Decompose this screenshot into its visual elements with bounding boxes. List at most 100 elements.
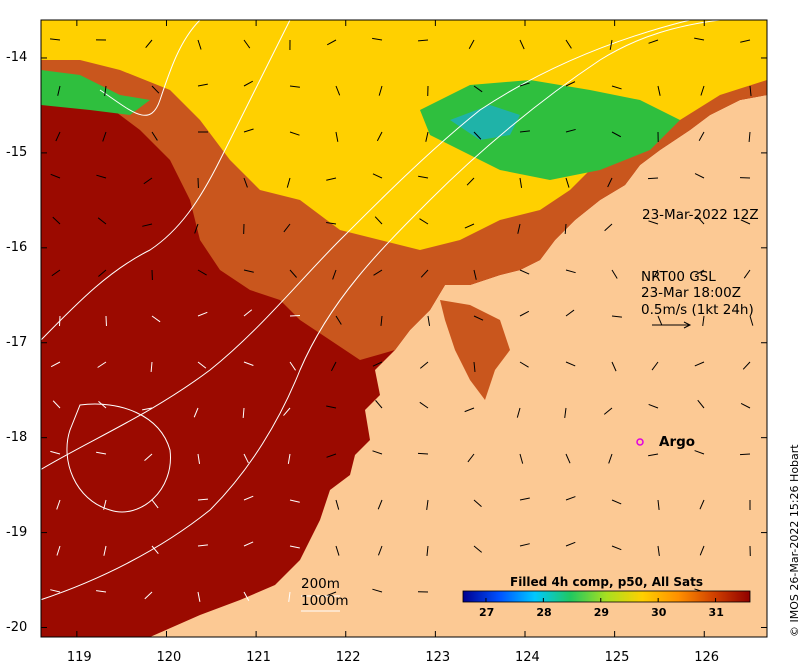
current-arrow [377,499,383,510]
argo-marker[interactable] [636,438,644,446]
current-arrow [466,177,475,186]
current-arrow [243,495,254,501]
current-arrow [419,218,429,225]
current-arrow [197,498,209,501]
current-arrow [699,545,705,556]
current-arrow [419,401,429,409]
current-arrow [197,311,208,317]
argo-label[interactable]: Argo [659,434,696,450]
current-arrow [197,39,202,50]
x-tick-label: 125 [604,650,630,665]
current-arrow [611,361,617,372]
current-arrow [372,37,383,41]
colorbar-tick-label: 27 [478,606,495,619]
current-arrow [697,399,705,409]
imos-credit: © IMOS 26-Mar-2022 15:26 Hobart [788,444,801,637]
current-arrow [103,545,107,556]
current-arrow [376,131,383,142]
current-arrow [609,39,613,50]
current-arrow [565,39,572,49]
current-arrow [335,315,342,325]
current-arrow [740,39,751,43]
x-tick-label: 124 [515,650,540,665]
y-tick-label: -18 [6,429,28,445]
current-arrow [694,450,705,455]
current-arrow [419,361,429,369]
current-arrow [698,131,705,141]
current-arrow [374,216,383,225]
colorbar-tick-label: 31 [708,606,724,619]
y-tick-label: -16 [6,239,28,255]
y-tick-label: -19 [6,524,28,540]
current-arrow [611,269,618,279]
current-arrow [197,83,208,87]
current-arrow [377,545,383,556]
current-arrow [96,451,107,455]
currents-title: NRT00 GSL [641,269,716,285]
current-arrow [611,315,622,318]
current-arrow [52,400,61,409]
current-arrow [657,499,660,510]
current-arrow [102,131,107,142]
current-arrow [565,81,576,87]
current-arrow [611,85,622,90]
current-arrow [749,315,754,326]
current-arrow [604,223,613,232]
current-arrow [50,173,61,179]
current-arrow [326,591,337,597]
current-arrow [326,177,337,181]
current-arrow [519,177,523,188]
current-arrow [243,80,254,87]
current-arrow [286,177,291,188]
current-arrow [243,591,250,602]
current-arrow [372,361,383,367]
current-arrow [57,85,61,96]
current-arrow [373,269,383,276]
current-arrow [648,403,659,409]
current-arrow [749,85,752,96]
current-arrow [519,39,525,50]
current-arrow [748,131,751,143]
current-vectors [50,37,754,602]
current-arrow [565,269,576,274]
current-arrow [56,545,61,556]
x-tick-label: 123 [425,650,451,665]
current-arrow [103,499,107,510]
current-arrow [243,269,254,273]
current-arrow [50,450,61,455]
current-arrow [197,361,207,369]
current-arrow [473,131,482,140]
current-arrow [652,269,659,279]
depth-1000-label: 1000m [301,593,349,609]
current-arrow [519,361,529,368]
current-arrow [702,315,705,326]
current-arrow [417,39,429,42]
current-arrow [242,407,245,419]
current-arrow [289,361,296,371]
current-arrow [699,499,705,510]
colorbar-tick-label: 30 [651,606,667,619]
current-arrow [288,591,291,602]
current-arrow [565,128,576,133]
current-arrow [289,499,300,503]
current-arrow [603,407,613,415]
current-arrow [151,131,158,141]
current-arrow [372,588,383,593]
current-arrow [50,38,61,41]
current-arrow [425,131,429,142]
current-arrow [519,453,524,464]
current-arrow [378,85,383,96]
current-arrow [607,177,613,188]
current-arrow [517,223,521,234]
current-arrow [608,453,613,464]
current-arrow [151,315,161,323]
y-tick-label: -17 [6,334,28,350]
current-arrow [611,499,622,505]
current-arrow [565,541,576,547]
y-tick-label: -20 [6,619,28,635]
current-arrow [519,497,530,501]
current-arrow [657,315,663,326]
axis-ticks [41,20,767,637]
current-arrow [197,453,201,464]
current-arrow [243,177,248,188]
